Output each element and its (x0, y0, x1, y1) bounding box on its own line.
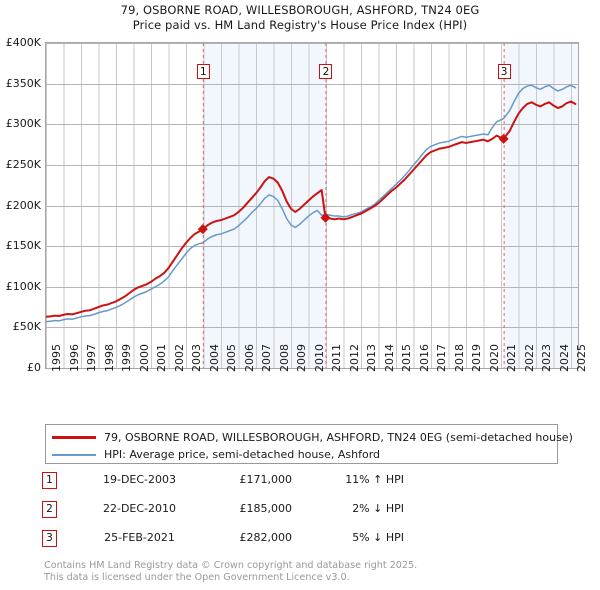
chart-title-line-1: 79, OSBORNE ROAD, WILLESBOROUGH, ASHFORD… (120, 3, 480, 17)
transaction-index-badge: 1 (42, 472, 57, 489)
x-axis-tick-label: 2006 (242, 344, 256, 372)
legend-item-hpi: HPI: Average price, semi-detached house,… (52, 446, 551, 463)
legend-swatch-property (52, 436, 96, 439)
chart-marker-flag[interactable]: 1 (196, 64, 210, 79)
y-axis-tick-label: £300K (5, 117, 41, 131)
y-axis-tick-label: £200K (5, 198, 41, 212)
transaction-date: 22-DEC-2010 (102, 502, 177, 515)
chart-title: 79, OSBORNE ROAD, WILLESBOROUGH, ASHFORD… (0, 3, 600, 33)
x-axis-tick-label: 2011 (330, 344, 343, 372)
x-axis-tick-label: 1998 (102, 344, 116, 372)
transaction-row[interactable]: 2 22-DEC-2010 £185,000 2% ↓ HPI (42, 499, 462, 528)
y-axis-tick-label: £0 (27, 361, 41, 374)
transaction-index-badge: 2 (42, 501, 57, 518)
x-axis-tick-label: 2001 (155, 344, 168, 372)
chart-marker-flag[interactable]: 3 (497, 64, 511, 79)
transaction-price: £171,000 (239, 473, 293, 486)
x-axis-tick-label: 1995 (50, 344, 63, 372)
x-axis-tick-label: 2024 (557, 344, 571, 372)
y-axis-tick-label: £50K (12, 320, 41, 334)
transaction-hpi-delta: 2% ↓ HPI (352, 502, 404, 515)
y-axis-tick-label: £100K (5, 279, 41, 293)
chart-marker-flag[interactable]: 2 (319, 64, 333, 79)
x-axis-tick-label: 1996 (67, 344, 81, 372)
transaction-index-badge: 3 (42, 530, 57, 547)
legend-label-property: 79, OSBORNE ROAD, WILLESBOROUGH, ASHFORD… (104, 431, 573, 444)
x-axis-tick-label: 2022 (522, 344, 536, 372)
shaded-band (503, 43, 578, 368)
x-axis-tick-label: 1999 (120, 344, 133, 372)
x-axis-tick-label: 2008 (277, 344, 291, 372)
x-axis-tick-label: 2004 (207, 344, 221, 372)
y-axis-tick-label: £250K (5, 157, 41, 171)
shaded-band (202, 43, 326, 368)
chart-svg (46, 43, 578, 368)
y-axis-tick-label: £400K (5, 36, 41, 49)
y-axis-tick-label: £150K (5, 239, 41, 253)
x-axis-tick-label: 2025 (575, 344, 588, 372)
x-axis-tick-label: 2000 (137, 344, 151, 372)
legend-label-hpi: HPI: Average price, semi-detached house,… (104, 448, 381, 461)
transaction-hpi-delta: 11% ↑ HPI (345, 473, 404, 486)
legend-item-property: 79, OSBORNE ROAD, WILLESBOROUGH, ASHFORD… (52, 429, 573, 446)
transaction-price: £282,000 (239, 531, 293, 544)
x-axis-tick-label: 2009 (295, 344, 308, 372)
footer-line-1: Contains HM Land Registry data © Crown c… (44, 560, 418, 571)
footer-attribution: Contains HM Land Registry data © Crown c… (44, 560, 584, 583)
legend-swatch-hpi (52, 453, 96, 456)
x-axis-tick-label: 2021 (505, 344, 518, 372)
x-axis-tick-label: 2005 (225, 344, 238, 372)
x-axis-tick-label: 2017 (435, 344, 448, 372)
x-axis-tick-label: 1997 (85, 344, 98, 372)
x-axis-tick-label: 2014 (382, 344, 396, 372)
transaction-hpi-delta: 5% ↓ HPI (352, 531, 404, 544)
chart-legend: 79, OSBORNE ROAD, WILLESBOROUGH, ASHFORD… (45, 424, 573, 464)
chart-plot-area (45, 42, 579, 369)
marker-dot (320, 212, 331, 223)
transactions-table: 1 19-DEC-2003 £171,000 11% ↑ HPI 2 22-DEC-201… (42, 470, 462, 557)
x-axis-tick-label: 2013 (365, 344, 378, 372)
transaction-row[interactable]: 1 19-DEC-2003 £171,000 11% ↑ HPI (42, 470, 462, 499)
footer-line-2: This data is licensed under the Open Gov… (44, 571, 350, 583)
marker-dot (498, 133, 509, 144)
series-line-hpi (46, 84, 577, 323)
x-axis-tick-label: 2020 (487, 344, 501, 372)
x-axis-tick-label: 2010 (312, 344, 326, 372)
x-axis-tick-label: 2019 (470, 344, 483, 372)
series-line-property (46, 100, 577, 318)
x-axis-tick-label: 2016 (417, 344, 431, 372)
transaction-date: 19-DEC-2003 (102, 473, 177, 486)
y-axis-tick-label: £350K (5, 76, 41, 90)
chart-title-line-2: Price paid vs. HM Land Registry's House … (132, 18, 468, 32)
x-axis-tick-label: 2018 (452, 344, 466, 372)
marker-dot (197, 224, 208, 235)
x-axis-tick-label: 2012 (347, 344, 361, 372)
x-axis-tick-label: 2002 (172, 344, 186, 372)
x-axis-tick-label: 2023 (540, 344, 553, 372)
transaction-price: £185,000 (239, 502, 293, 515)
x-axis-tick-label: 2003 (190, 344, 203, 372)
x-axis-tick-label: 2007 (260, 344, 273, 372)
transaction-date: 25-FEB-2021 (104, 531, 175, 544)
x-axis-tick-label: 2015 (400, 344, 413, 372)
transaction-row[interactable]: 3 25-FEB-2021 £282,000 5% ↓ HPI (42, 528, 462, 557)
